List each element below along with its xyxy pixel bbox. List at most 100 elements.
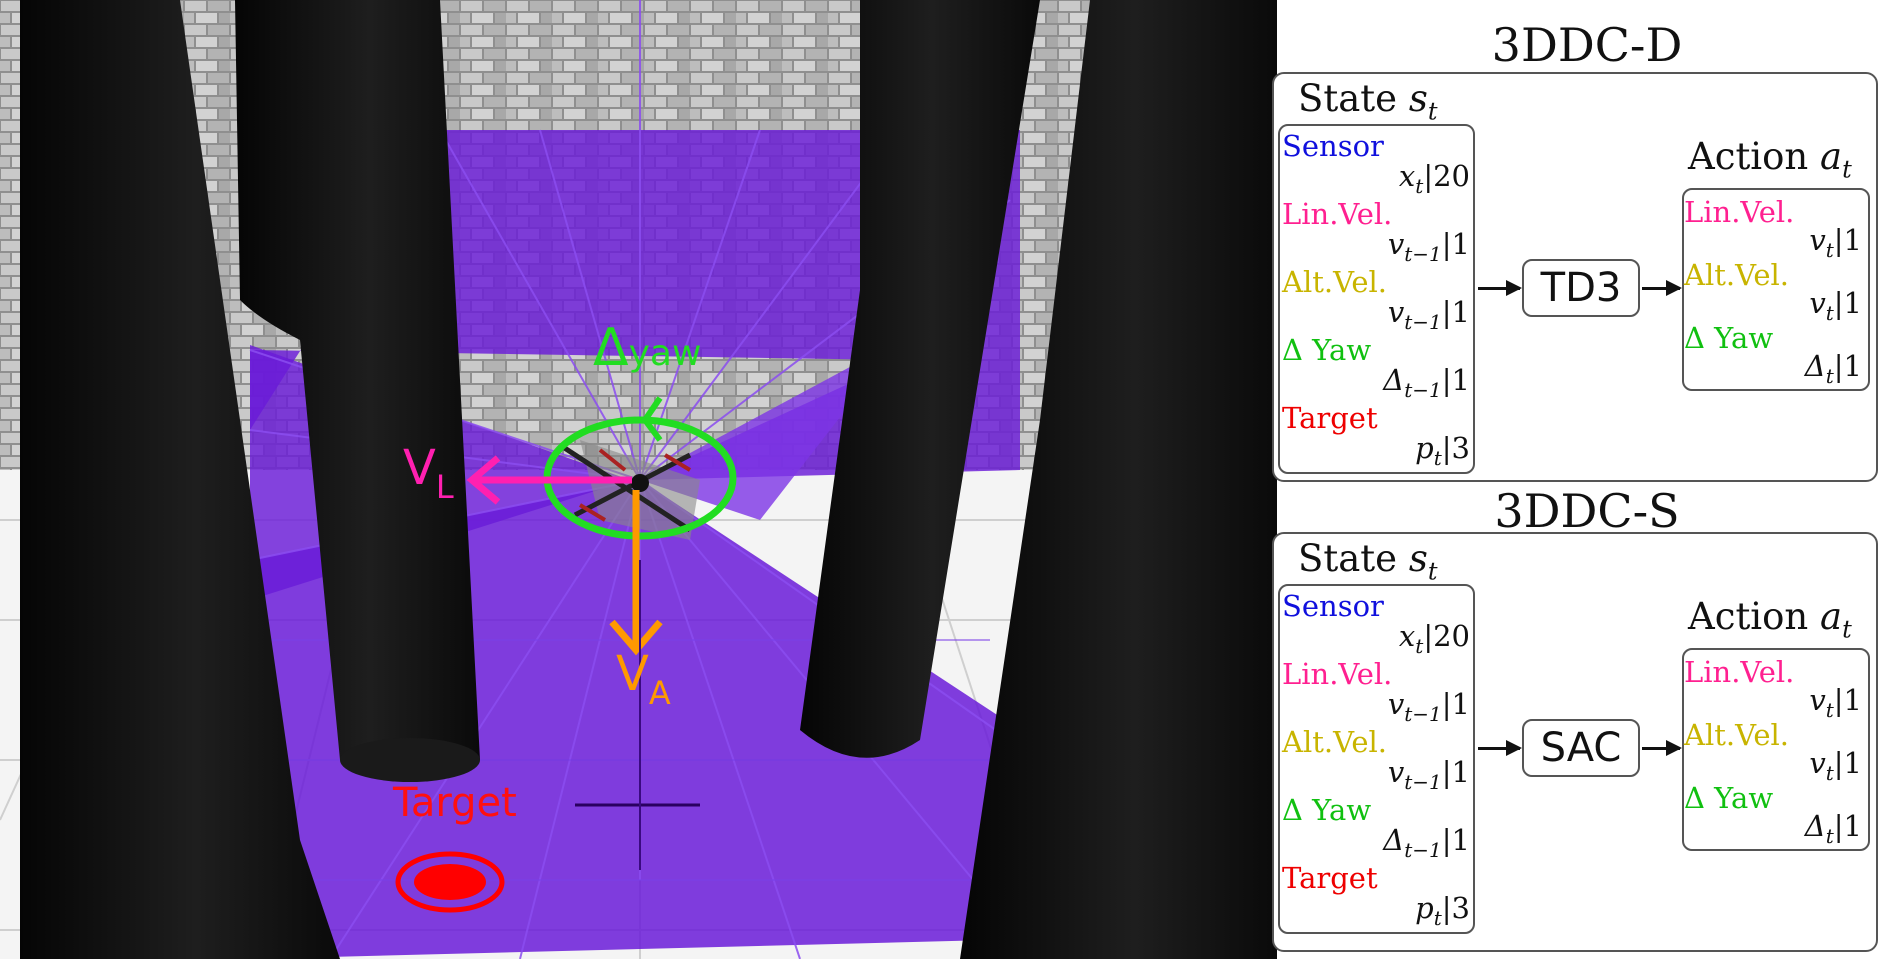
action-symbol: a <box>1820 595 1843 638</box>
action-item-label: Δ Yaw <box>1684 321 1774 355</box>
action-item-sub: t <box>1825 363 1834 388</box>
action-item-sub: t <box>1825 823 1834 848</box>
action-item-label: Alt.Vel. <box>1684 258 1790 292</box>
state-item-dim: |1 <box>1441 363 1470 397</box>
state-item-dim: |3 <box>1441 891 1470 925</box>
state-item-label: Sensor <box>1282 129 1384 163</box>
action-item-sub: t <box>1825 237 1834 262</box>
action-item-var: Δ <box>1804 349 1826 383</box>
vl-subscript: L <box>435 468 454 506</box>
state-item-value: vt−1|1 <box>1388 758 1470 792</box>
state-item-value: vt−1|1 <box>1388 298 1470 332</box>
action-item-var: v <box>1809 683 1826 717</box>
state-item-label: Δ Yaw <box>1282 333 1372 367</box>
yaw-arrow-tick <box>642 418 663 442</box>
action-item-dim: |1 <box>1833 683 1862 717</box>
state-to-algo-arrow <box>1478 280 1522 296</box>
action-item-label: Lin.Vel. <box>1684 195 1795 229</box>
va-subscript: A <box>648 674 671 712</box>
pillar-right <box>960 0 1277 959</box>
algo-to-action-arrow <box>1642 280 1682 296</box>
action-symbol-subscript: t <box>1842 615 1852 644</box>
action-symbol: a <box>1820 135 1843 178</box>
target-marker <box>395 851 505 913</box>
state-item-sub: t <box>1433 905 1442 930</box>
yaw-delta-subscript: yaw <box>628 333 702 374</box>
action-item-dim: |1 <box>1833 746 1862 780</box>
panel-title: 3DDC-S <box>1494 484 1680 538</box>
action-item-value: Δt|1 <box>1805 352 1862 386</box>
state-item-sub: t <box>1433 445 1442 470</box>
action-item-sub: t <box>1825 697 1834 722</box>
state-box <box>1278 124 1475 474</box>
state-item-value: vt−1|1 <box>1388 690 1470 724</box>
state-symbol: s <box>1408 537 1428 580</box>
pillar-center-left <box>235 0 480 782</box>
state-item-sub: t <box>1415 173 1424 198</box>
state-item-label: Alt.Vel. <box>1282 265 1388 299</box>
state-item-value: Δt−1|1 <box>1383 826 1470 860</box>
pillar-center-right <box>800 0 1040 758</box>
action-item-sub: t <box>1825 300 1834 325</box>
action-item-label: Lin.Vel. <box>1684 655 1795 689</box>
state-item-sub: t−1 <box>1404 309 1442 334</box>
state-item-value: pt|3 <box>1415 434 1470 468</box>
state-item-label: Δ Yaw <box>1282 793 1372 827</box>
action-item-value: vt|1 <box>1809 289 1862 323</box>
action-item-dim: |1 <box>1833 809 1862 843</box>
algo-to-action-arrow <box>1642 740 1682 756</box>
action-header-text: Action <box>1688 595 1809 638</box>
state-item-var: v <box>1387 227 1405 261</box>
state-item-dim: |1 <box>1441 227 1470 261</box>
state-box <box>1278 584 1475 934</box>
state-header-text: State <box>1298 537 1398 580</box>
yaw-label: Δyaw <box>593 322 701 374</box>
action-box <box>1682 188 1870 391</box>
action-header: Action at <box>1688 598 1852 641</box>
state-to-algo-arrow <box>1478 740 1522 756</box>
action-item-var: v <box>1809 286 1826 320</box>
action-item-sub: t <box>1825 760 1834 785</box>
state-item-var: v <box>1387 755 1405 789</box>
action-item-dim: |1 <box>1833 286 1862 320</box>
state-item-var: x <box>1398 619 1416 653</box>
state-item-value: xt|20 <box>1399 622 1470 656</box>
state-item-label: Lin.Vel. <box>1282 197 1393 231</box>
action-item-var: v <box>1809 746 1826 780</box>
state-item-value: pt|3 <box>1415 894 1470 928</box>
simulation-scene <box>0 0 1277 959</box>
action-item-value: vt|1 <box>1809 226 1862 260</box>
action-item-value: vt|1 <box>1809 686 1862 720</box>
state-item-value: vt−1|1 <box>1388 230 1470 264</box>
algorithm-box: SAC <box>1522 719 1640 777</box>
state-item-var: Δ <box>1383 363 1405 397</box>
state-item-label: Target <box>1282 401 1378 435</box>
state-item-dim: |3 <box>1441 431 1470 465</box>
action-item-value: Δt|1 <box>1805 812 1862 846</box>
altitude-velocity-arrow <box>609 490 663 656</box>
state-item-label: Alt.Vel. <box>1282 725 1388 759</box>
state-item-sub: t−1 <box>1404 769 1442 794</box>
vl-symbol: V <box>403 440 436 496</box>
panel-title: 3DDC-D <box>1491 18 1683 72</box>
state-item-var: p <box>1415 431 1434 465</box>
state-item-var: v <box>1387 295 1405 329</box>
state-header-text: State <box>1298 77 1398 120</box>
linear-velocity-arrow <box>466 455 632 505</box>
va-symbol: V <box>616 646 649 702</box>
state-item-sub: t−1 <box>1404 241 1442 266</box>
action-item-label: Alt.Vel. <box>1684 718 1790 752</box>
va-label: VA <box>616 650 671 709</box>
pillar-left <box>20 0 340 959</box>
target-label: Target <box>393 780 517 826</box>
action-header: Action at <box>1688 138 1852 181</box>
state-item-var: x <box>1398 159 1416 193</box>
state-item-dim: |20 <box>1423 619 1470 653</box>
state-item-sub: t <box>1415 633 1424 658</box>
state-header: State st <box>1298 80 1437 123</box>
action-item-dim: |1 <box>1833 349 1862 383</box>
action-item-var: Δ <box>1804 809 1826 843</box>
state-item-dim: |1 <box>1441 755 1470 789</box>
algorithm-box: TD3 <box>1522 259 1640 317</box>
state-item-sub: t−1 <box>1404 701 1442 726</box>
